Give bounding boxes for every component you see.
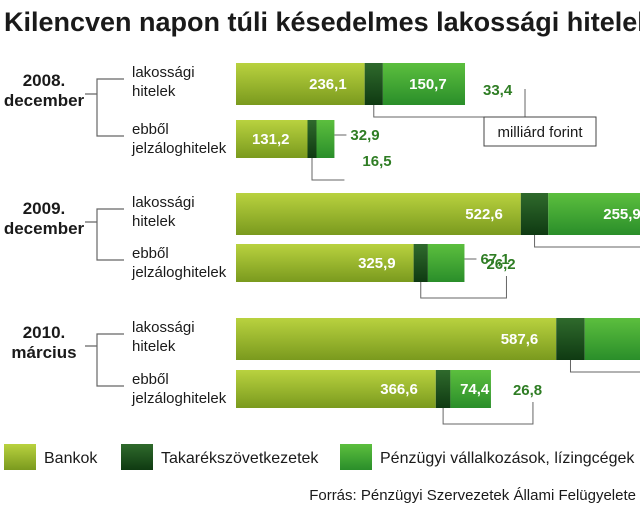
bar-value-label: 74,4: [460, 381, 490, 398]
row-label: lakossági: [132, 64, 195, 81]
bar-value-label: 131,2: [252, 131, 290, 148]
bar-segment-bankok: [236, 244, 414, 282]
leader-line: [442, 402, 534, 425]
bar-segment-bankok: [236, 63, 365, 105]
leader-line: [311, 158, 345, 181]
bar-value-label: 236,1: [309, 76, 347, 93]
row-label: hitelek: [132, 338, 176, 355]
leader-line: [534, 235, 640, 248]
bar-segment-takarékszövetkezetek: [413, 244, 428, 282]
bar-segment-bankok: [236, 318, 557, 360]
source-note: Forrás: Pénzügyi Szervezetek Állami Felü…: [309, 487, 636, 504]
legend-swatch: [4, 444, 36, 470]
period-label: március: [11, 343, 76, 362]
row-label: jelzáloghitelek: [131, 140, 227, 157]
row-label: lakossági: [132, 194, 195, 211]
bar-value-label: 32,9: [350, 127, 379, 144]
bar-segment-bankok: [236, 370, 436, 408]
period-label: december: [4, 219, 85, 238]
bar-segment-takarékszövetkezetek: [435, 370, 451, 408]
bar-value-label: 366,6: [380, 381, 418, 398]
unit-label: milliárd forint: [497, 124, 583, 141]
leader-line: [569, 360, 640, 373]
bar-segment-takarékszövetkezetek: [307, 120, 317, 158]
bar-value-label: 255,9: [603, 206, 640, 223]
period-label: december: [4, 91, 85, 110]
bar-value-label: 522,6: [465, 206, 503, 223]
row-label: ebből: [132, 371, 169, 388]
period-label: 2009.: [23, 199, 66, 218]
legend-swatch: [340, 444, 372, 470]
bar-value-label: 33,4: [483, 82, 513, 99]
period-label: 2010.: [23, 323, 66, 342]
bar-segment-takarékszövetkezetek: [556, 318, 585, 360]
leader-line: [420, 276, 507, 299]
row-label: jelzáloghitelek: [131, 390, 227, 407]
bar-segment-bankok: [236, 120, 308, 158]
leader-line: [373, 89, 526, 118]
row-label: hitelek: [132, 83, 176, 100]
bar-segment-pénzügyi: [450, 370, 491, 408]
legend-label: Pénzügyi vállalkozások, lízingcégek: [380, 450, 635, 467]
bar-value-label: 16,5: [362, 153, 391, 170]
group-bracket: [85, 208, 124, 261]
group-3: 2010.márciuslakosságihitelek587,652,3267…: [11, 318, 640, 425]
bar-segment-pénzügyi: [427, 244, 465, 282]
group-bracket: [85, 78, 124, 137]
page-title: Kilencven napon túli késedelmes lakosság…: [4, 7, 640, 37]
legend-label: Bankok: [44, 450, 98, 467]
bar-segment-bankok: [236, 193, 521, 235]
row-label: hitelek: [132, 213, 176, 230]
legend: Bankok Takarékszövetkezetek Pénzügyi válla…: [4, 444, 635, 470]
bar-value-label: 150,7: [409, 76, 447, 93]
bar-value-label: 67,1: [480, 251, 509, 268]
bar-segment-pénzügyi: [316, 120, 335, 158]
bar-value-label: 325,9: [358, 255, 396, 272]
row-label: jelzáloghitelek: [131, 264, 227, 281]
bar-value-label: 26,2: [486, 256, 515, 273]
bar-segment-pénzügyi: [548, 193, 640, 235]
bar-segment-pénzügyi: [382, 63, 466, 105]
bar-value-label: 587,6: [501, 331, 539, 348]
row-label: lakossági: [132, 319, 195, 336]
group-2: 2009.decemberlakosságihitelek522,650,425…: [4, 193, 640, 299]
bar-segment-takarékszövetkezetek: [520, 193, 549, 235]
row-label: ebből: [132, 245, 169, 262]
unit-box: milliárd forint: [483, 116, 597, 147]
legend-label: Takarékszövetkezetek: [161, 450, 319, 467]
group-bracket: [85, 333, 124, 387]
bar-segment-pénzügyi: [584, 318, 640, 360]
row-label: ebből: [132, 121, 169, 138]
bar-segment-takarékszövetkezetek: [364, 63, 383, 105]
period-label: 2008.: [23, 71, 66, 90]
bar-value-label: 26,8: [513, 382, 542, 399]
legend-swatch: [121, 444, 153, 470]
group-1: 2008.december lakossági hitelek 236,1 33,4 15…: [4, 63, 526, 181]
